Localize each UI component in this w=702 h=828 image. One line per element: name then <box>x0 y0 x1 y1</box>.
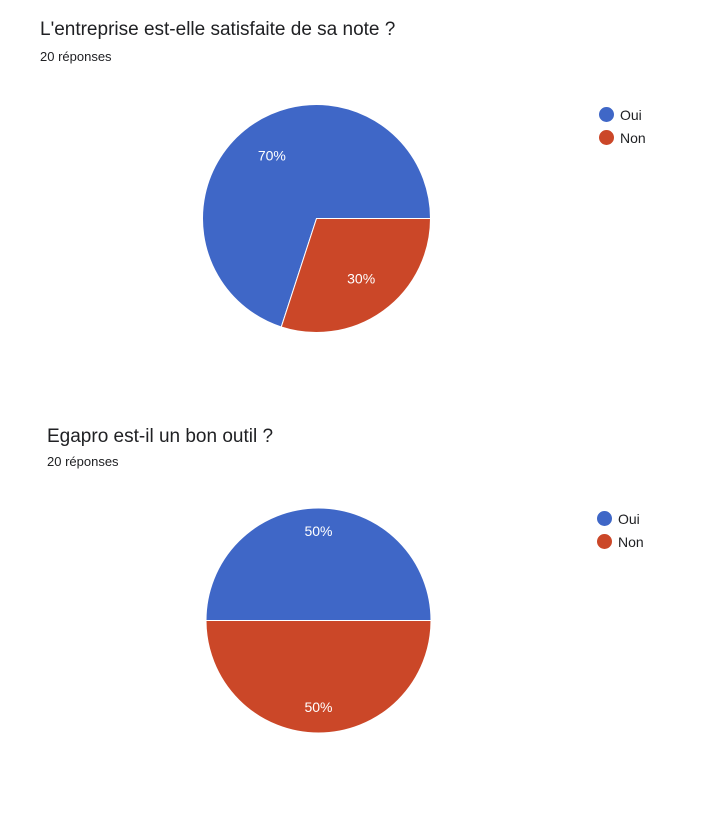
legend-item-oui[interactable]: Oui <box>599 103 646 126</box>
question-title: L'entreprise est-elle satisfaite de sa n… <box>40 19 396 40</box>
chart-legend: Oui Non <box>599 103 646 149</box>
pie-chart: 70% 30% <box>202 104 432 333</box>
legend-swatch-oui <box>597 511 612 526</box>
pie-slice-oui[interactable] <box>205 507 432 621</box>
question-card: Egapro est-il un bon outil ? 20 réponses… <box>0 405 702 810</box>
legend-item-oui[interactable]: Oui <box>597 507 644 530</box>
pie-slice-non[interactable] <box>280 218 432 333</box>
legend-swatch-oui <box>599 107 614 122</box>
legend-item-non[interactable]: Non <box>597 530 644 553</box>
chart-legend: Oui Non <box>597 507 644 553</box>
question-title: Egapro est-il un bon outil ? <box>47 426 274 447</box>
response-count: 20 réponses <box>40 49 112 64</box>
legend-label-oui: Oui <box>618 510 640 527</box>
pie-data-label-non: 50% <box>304 699 332 715</box>
legend-label-oui: Oui <box>620 106 642 123</box>
pie-data-label-oui: 50% <box>304 523 332 539</box>
question-card: L'entreprise est-elle satisfaite de sa n… <box>0 0 702 400</box>
pie-data-label-non: 30% <box>347 271 375 287</box>
pie-chart: 50% 50% <box>205 507 432 734</box>
response-count: 20 réponses <box>47 454 119 469</box>
pie-data-label-oui: 70% <box>258 148 286 164</box>
legend-swatch-non <box>599 130 614 145</box>
pie-slice-non[interactable] <box>205 620 432 734</box>
legend-label-non: Non <box>620 129 646 146</box>
pie-slice-oui[interactable] <box>202 104 432 328</box>
legend-swatch-non <box>597 534 612 549</box>
legend-item-non[interactable]: Non <box>599 126 646 149</box>
legend-label-non: Non <box>618 533 644 550</box>
